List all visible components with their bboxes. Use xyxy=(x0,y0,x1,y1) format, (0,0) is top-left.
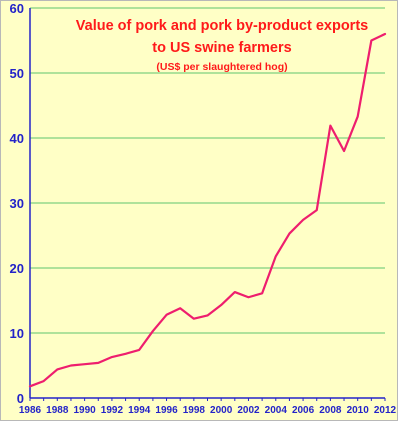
x-tick-label-1994: 1994 xyxy=(128,405,151,416)
x-tick-label-1986: 1986 xyxy=(19,405,42,416)
axes xyxy=(29,8,386,401)
y-tick-label-10: 10 xyxy=(10,326,24,341)
x-tick-label-2012: 2012 xyxy=(374,405,397,416)
x-tick-label-1988: 1988 xyxy=(46,405,69,416)
x-tick-label-2004: 2004 xyxy=(265,405,288,416)
x-tick-label-2000: 2000 xyxy=(210,405,233,416)
x-tick-label-2010: 2010 xyxy=(347,405,370,416)
chart-title: Value of pork and pork by-product export… xyxy=(76,18,368,34)
x-tick-label-2008: 2008 xyxy=(319,405,342,416)
x-tick-label-2006: 2006 xyxy=(292,405,315,416)
y-tick-label-20: 20 xyxy=(10,261,24,276)
y-tick-label-0: 0 xyxy=(17,391,24,406)
x-tick-labels: 1986 1988 1990 1992 1994 1996 1998 2000 2002 2004… xyxy=(19,405,397,416)
x-tick-label-1990: 1990 xyxy=(73,405,96,416)
x-tick-label-2002: 2002 xyxy=(237,405,260,416)
y-tick-label-40: 40 xyxy=(10,131,24,146)
gridlines xyxy=(30,7,385,334)
y-tick-label-60: 60 xyxy=(10,1,24,16)
x-tick-label-1998: 1998 xyxy=(183,405,206,416)
y-tick-labels: 0 10 20 30 40 50 60 xyxy=(10,1,24,406)
data-series xyxy=(28,32,387,388)
y-tick-label-50: 50 xyxy=(10,66,24,81)
x-tick-label-1996: 1996 xyxy=(155,405,178,416)
x-tick-label-1992: 1992 xyxy=(101,405,124,416)
chart-subtitle: (US$ per slaughtered hog) xyxy=(156,61,287,73)
chart-title-line-2: to US swine farmers xyxy=(152,40,291,56)
chart-titles: Value of pork and pork by-product export… xyxy=(76,18,368,73)
y-tick-label-30: 30 xyxy=(10,196,24,211)
